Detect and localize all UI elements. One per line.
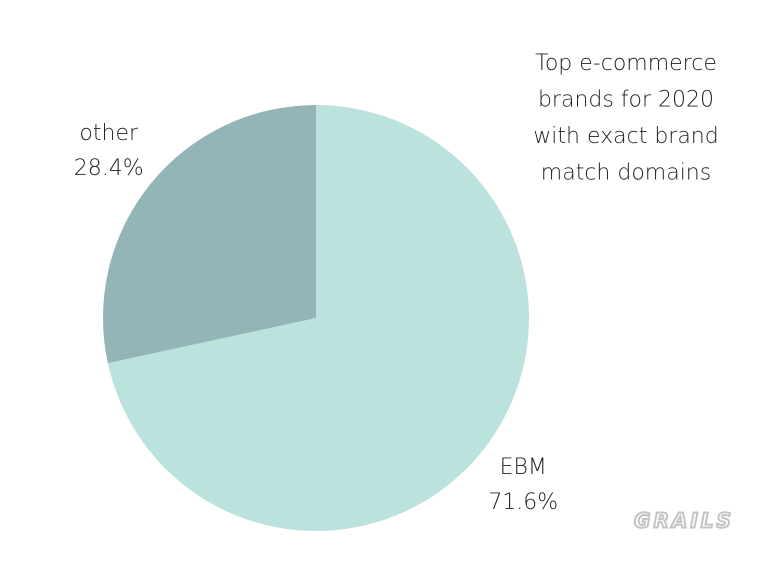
pie-slice [107,105,529,531]
slice-category-label: other [79,121,139,146]
chart-title: brands for 2020 [538,88,714,113]
slice-value-label: 71.6% [488,490,558,515]
chart-title: match domains [541,161,711,186]
slice-category-label: EBM [500,455,547,480]
pie-slice [103,105,316,364]
chart-title: with exact brand [533,124,718,149]
chart-title: Top e-commerce [535,51,717,76]
watermark: GRAILS [634,509,734,533]
slice-value-label: 28.4% [74,156,144,181]
